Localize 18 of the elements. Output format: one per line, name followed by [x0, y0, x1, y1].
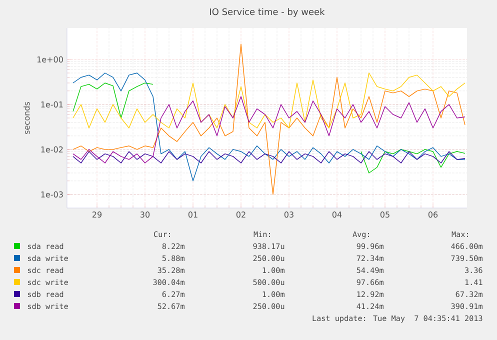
x-tick-label: 05 — [380, 212, 390, 218]
x-tick-label: 29 — [92, 212, 102, 218]
x-tick-label: 03 — [284, 212, 294, 218]
line-series — [72, 72, 466, 182]
y-tick-label: 1e+00 — [37, 56, 63, 62]
line-series — [72, 151, 466, 164]
x-tick-label: 02 — [236, 212, 246, 218]
x-tick-label: 01 — [188, 212, 198, 218]
line-series — [72, 96, 466, 164]
y-tick-label: 1e-02 — [41, 146, 63, 152]
x-tick-label: 06 — [428, 212, 438, 218]
line-series — [72, 44, 466, 195]
y-tick-label: 1e-01 — [41, 101, 63, 108]
y-axis-title: seconds — [24, 102, 30, 134]
x-tick-label: 30 — [140, 212, 150, 218]
x-tick-label: 04 — [332, 212, 342, 218]
chart-title: IO Service time - by week — [210, 8, 325, 17]
y-tick-label: 1e-03 — [41, 191, 63, 198]
